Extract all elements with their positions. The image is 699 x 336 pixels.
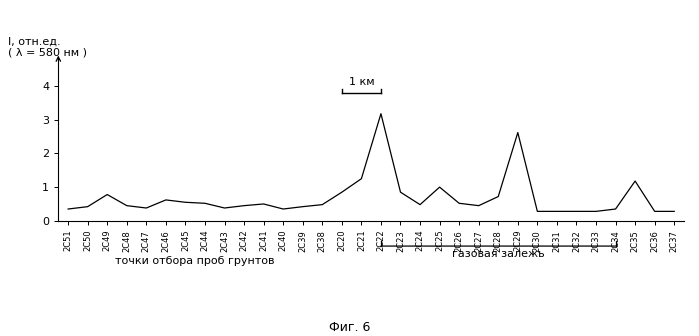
Text: точки отбора проб грунтов: точки отбора проб грунтов (115, 256, 275, 266)
Text: I, отн.ед.: I, отн.ед. (8, 36, 61, 46)
Text: 1 км: 1 км (349, 77, 374, 87)
Text: газовая залежь: газовая залежь (452, 249, 545, 259)
Text: ( λ = 580 нм ): ( λ = 580 нм ) (8, 47, 87, 57)
Text: Фиг. 6: Фиг. 6 (329, 321, 370, 334)
